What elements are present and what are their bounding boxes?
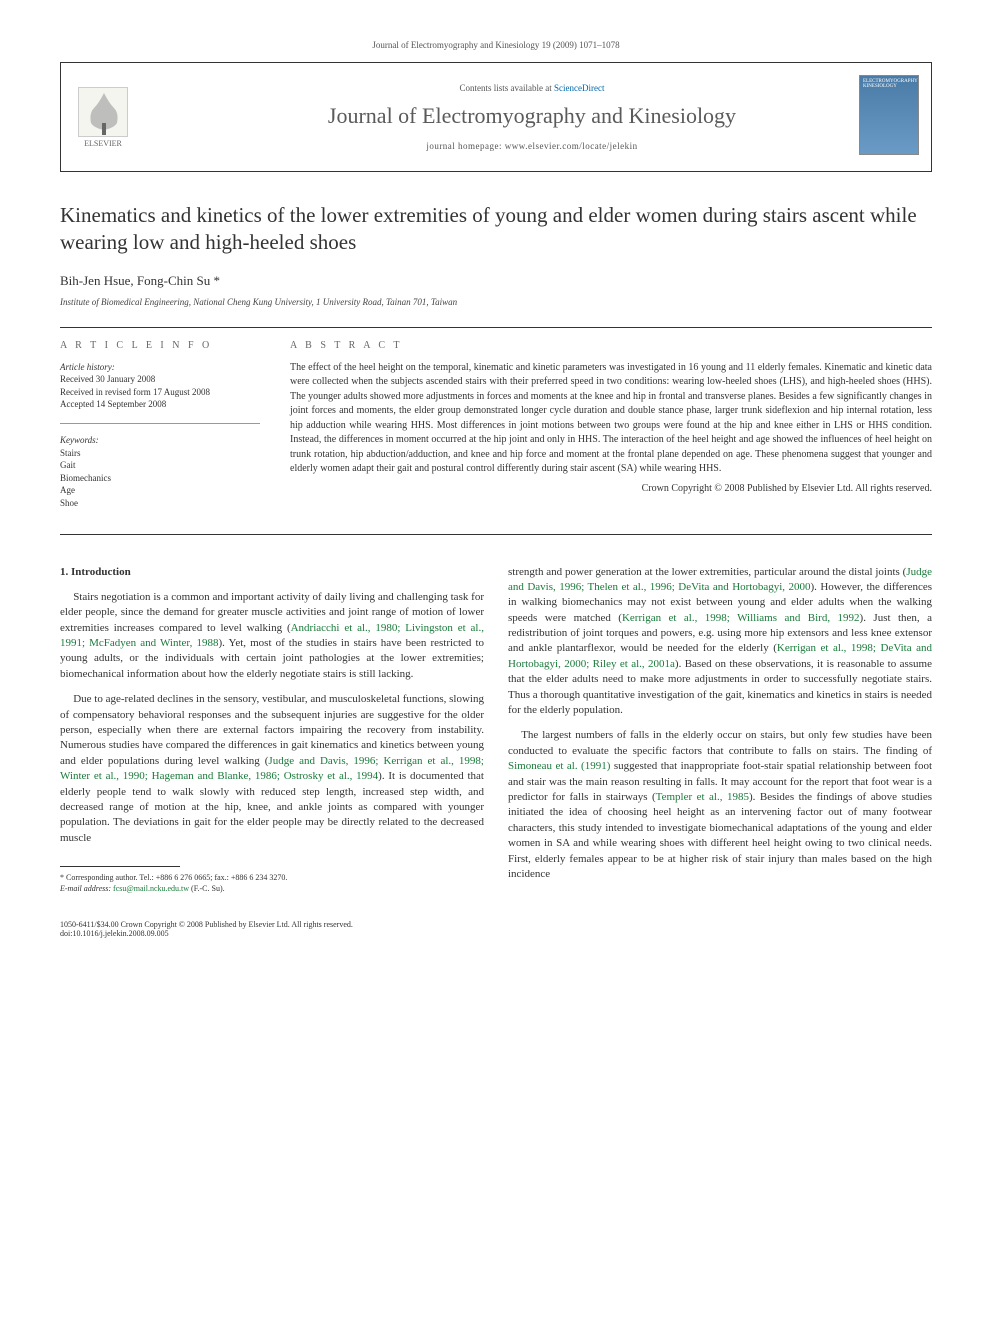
keyword-item: Age [60,484,260,497]
sciencedirect-link[interactable]: ScienceDirect [554,83,604,93]
page-footer: 1050-6411/$34.00 Crown Copyright © 2008 … [60,914,932,938]
info-abstract-row: A R T I C L E I N F O Article history: R… [60,327,932,535]
elsevier-tree-icon [78,87,128,137]
footnote-corr: * Corresponding author. Tel.: +886 6 276… [60,873,484,883]
footer-doi: doi:10.1016/j.jelekin.2008.09.005 [60,929,353,938]
keywords-block: Keywords: Stairs Gait Biomechanics Age S… [60,434,260,510]
abstract-label: A B S T R A C T [290,340,932,351]
body-text: The largest numbers of falls in the elde… [508,729,932,756]
corresponding-author-footnote: * Corresponding author. Tel.: +886 6 276… [60,873,484,894]
homepage-prefix: journal homepage: [426,141,504,151]
cover-text: ELECTROMYOGRAPHY KINESIOLOGY [863,79,915,89]
body-paragraph: Due to age-related declines in the senso… [60,692,484,846]
abstract-copyright: Crown Copyright © 2008 Published by Else… [290,483,932,494]
article-info-column: A R T I C L E I N F O Article history: R… [60,340,260,522]
body-column-right: strength and power generation at the low… [508,565,932,894]
body-column-left: 1. Introduction Stairs negotiation is a … [60,565,484,894]
keyword-item: Biomechanics [60,472,260,485]
email-label: E-mail address: [60,884,111,893]
elsevier-label: ELSEVIER [84,139,122,148]
intro-heading: 1. Introduction [60,565,484,580]
keywords-label: Keywords: [60,434,260,447]
citation-link[interactable]: Simoneau et al. (1991) [508,760,610,772]
article-title: Kinematics and kinetics of the lower ext… [60,202,932,257]
homepage-url[interactable]: www.elsevier.com/locate/jelekin [505,141,638,151]
journal-citation-line: Journal of Electromyography and Kinesiol… [60,40,932,50]
keyword-item: Gait [60,459,260,472]
body-text: strength and power generation at the low… [508,566,906,578]
keyword-item: Shoe [60,497,260,510]
authors-text: Bih-Jen Hsue, Fong-Chin Su * [60,273,220,288]
affiliation: Institute of Biomedical Engineering, Nat… [60,297,932,307]
journal-homepage-line: journal homepage: www.elsevier.com/locat… [145,141,919,151]
email-suffix: (F.-C. Su). [191,884,225,893]
journal-name: Journal of Electromyography and Kinesiol… [145,103,919,129]
citation-link[interactable]: Kerrigan et al., 1998; Williams and Bird… [622,612,860,624]
header-center: Contents lists available at ScienceDirec… [145,83,919,151]
author-list: Bih-Jen Hsue, Fong-Chin Su * [60,273,932,289]
body-paragraph: Stairs negotiation is a common and impor… [60,590,484,682]
contents-available-line: Contents lists available at ScienceDirec… [145,83,919,93]
article-history-block: Article history: Received 30 January 200… [60,361,260,411]
footer-copyright: 1050-6411/$34.00 Crown Copyright © 2008 … [60,920,353,929]
info-divider [60,423,260,424]
received-date: Received 30 January 2008 [60,373,260,386]
elsevier-logo: ELSEVIER [73,82,133,152]
email-link[interactable]: fcsu@mail.ncku.edu.tw [113,884,189,893]
history-label: Article history: [60,361,260,374]
body-columns: 1. Introduction Stairs negotiation is a … [60,565,932,894]
footer-left: 1050-6411/$34.00 Crown Copyright © 2008 … [60,920,353,938]
keyword-item: Stairs [60,447,260,460]
contents-prefix: Contents lists available at [460,83,554,93]
body-paragraph: strength and power generation at the low… [508,565,932,719]
journal-cover-thumbnail: ELECTROMYOGRAPHY KINESIOLOGY [859,75,919,155]
revised-date: Received in revised form 17 August 2008 [60,386,260,399]
footnote-email-line: E-mail address: fcsu@mail.ncku.edu.tw (F… [60,884,484,894]
journal-header-box: ELSEVIER Contents lists available at Sci… [60,62,932,172]
article-info-label: A R T I C L E I N F O [60,340,260,351]
body-paragraph: The largest numbers of falls in the elde… [508,728,932,882]
abstract-text: The effect of the heel height on the tem… [290,361,932,477]
footnote-separator [60,866,180,867]
body-text: ). Besides the findings of above studies… [508,791,932,880]
citation-link[interactable]: Templer et al., 1985 [656,791,749,803]
abstract-column: A B S T R A C T The effect of the heel h… [290,340,932,522]
accepted-date: Accepted 14 September 2008 [60,398,260,411]
